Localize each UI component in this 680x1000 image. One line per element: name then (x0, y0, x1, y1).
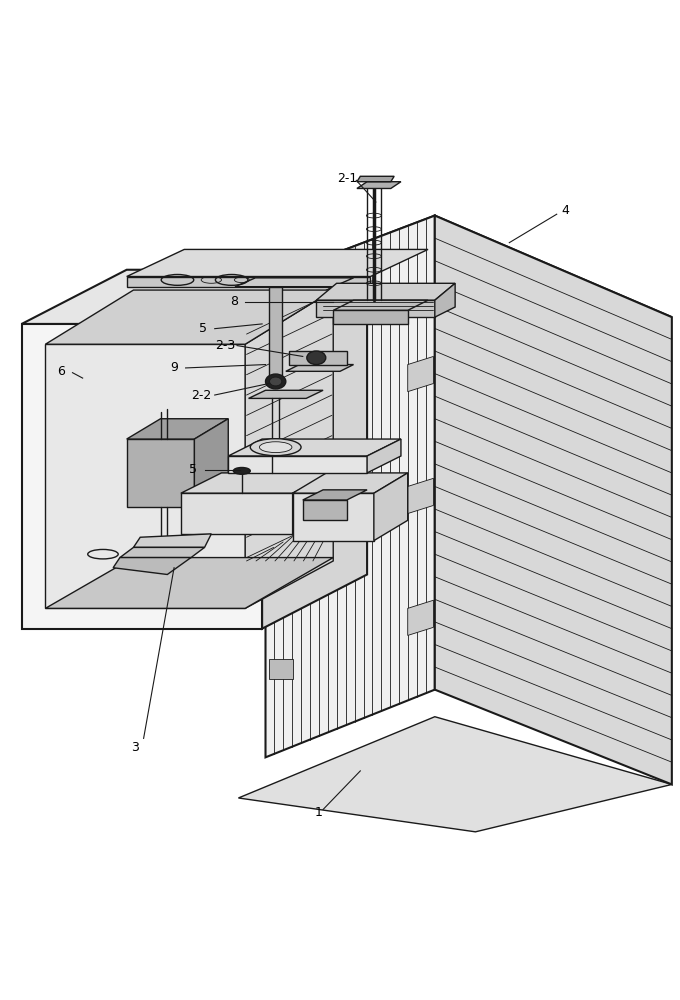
Polygon shape (126, 277, 371, 287)
Polygon shape (269, 537, 292, 558)
Polygon shape (357, 182, 401, 188)
Polygon shape (235, 278, 354, 287)
Polygon shape (292, 473, 333, 534)
Polygon shape (228, 439, 401, 456)
Polygon shape (303, 500, 347, 520)
Polygon shape (228, 456, 367, 473)
Polygon shape (120, 547, 205, 558)
Polygon shape (265, 216, 672, 378)
Polygon shape (333, 310, 408, 324)
Polygon shape (435, 283, 455, 317)
Polygon shape (408, 600, 433, 635)
Ellipse shape (269, 377, 282, 386)
Text: 2-2: 2-2 (191, 389, 211, 402)
Polygon shape (408, 356, 433, 392)
Polygon shape (289, 351, 347, 365)
Ellipse shape (259, 442, 292, 453)
Text: 1: 1 (314, 806, 322, 819)
Ellipse shape (265, 374, 286, 389)
Polygon shape (435, 216, 672, 784)
Polygon shape (194, 419, 228, 507)
Polygon shape (357, 176, 394, 182)
Polygon shape (316, 300, 435, 317)
Polygon shape (133, 534, 211, 547)
Polygon shape (22, 270, 367, 324)
Text: 5: 5 (199, 322, 207, 335)
Polygon shape (269, 415, 292, 436)
Polygon shape (22, 324, 262, 629)
Polygon shape (374, 473, 408, 541)
Polygon shape (333, 300, 428, 310)
Ellipse shape (307, 351, 326, 365)
Polygon shape (46, 290, 333, 344)
Polygon shape (316, 283, 455, 300)
Polygon shape (181, 493, 292, 534)
Ellipse shape (154, 545, 174, 552)
Polygon shape (249, 390, 323, 398)
Polygon shape (126, 419, 228, 439)
Polygon shape (46, 344, 245, 608)
Text: 2-3: 2-3 (215, 339, 235, 352)
Polygon shape (265, 216, 435, 757)
Polygon shape (262, 270, 367, 629)
Polygon shape (367, 439, 401, 473)
Text: 8: 8 (230, 295, 238, 308)
Polygon shape (408, 478, 433, 514)
Text: 9: 9 (170, 361, 178, 374)
Text: 4: 4 (561, 204, 568, 217)
Polygon shape (292, 473, 408, 493)
Polygon shape (239, 717, 672, 832)
Ellipse shape (146, 543, 182, 555)
Polygon shape (126, 439, 194, 507)
Polygon shape (46, 558, 333, 608)
Text: 6: 6 (57, 365, 65, 378)
Polygon shape (181, 473, 333, 493)
Polygon shape (269, 659, 292, 679)
Polygon shape (269, 287, 282, 378)
Text: 2-1: 2-1 (337, 172, 357, 185)
Ellipse shape (233, 467, 250, 474)
Polygon shape (303, 490, 367, 500)
Polygon shape (126, 249, 428, 277)
Polygon shape (292, 493, 374, 541)
Polygon shape (113, 558, 191, 574)
Polygon shape (286, 365, 354, 371)
Text: 5: 5 (189, 463, 197, 476)
Ellipse shape (250, 439, 301, 456)
Text: 3: 3 (131, 741, 139, 754)
Polygon shape (245, 290, 333, 608)
